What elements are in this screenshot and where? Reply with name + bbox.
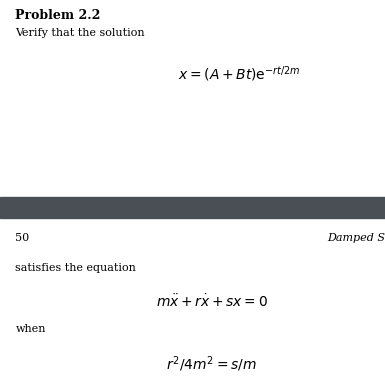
Text: $r^2/4m^2 = s/m$: $r^2/4m^2 = s/m$ <box>166 354 257 374</box>
Text: 50: 50 <box>15 233 30 243</box>
Text: $x = (A + Bt)\mathrm{e}^{-rt/2m}$: $x = (A + Bt)\mathrm{e}^{-rt/2m}$ <box>177 64 300 84</box>
Text: Damped S: Damped S <box>327 233 385 243</box>
Text: Verify that the solution: Verify that the solution <box>15 28 145 38</box>
Text: when: when <box>15 324 46 334</box>
Bar <box>0 197 385 218</box>
Text: $m\ddot{x} + r\dot{x} + sx = 0$: $m\ddot{x} + r\dot{x} + sx = 0$ <box>156 294 268 310</box>
Text: Problem 2.2: Problem 2.2 <box>15 9 101 22</box>
Text: satisfies the equation: satisfies the equation <box>15 263 136 273</box>
